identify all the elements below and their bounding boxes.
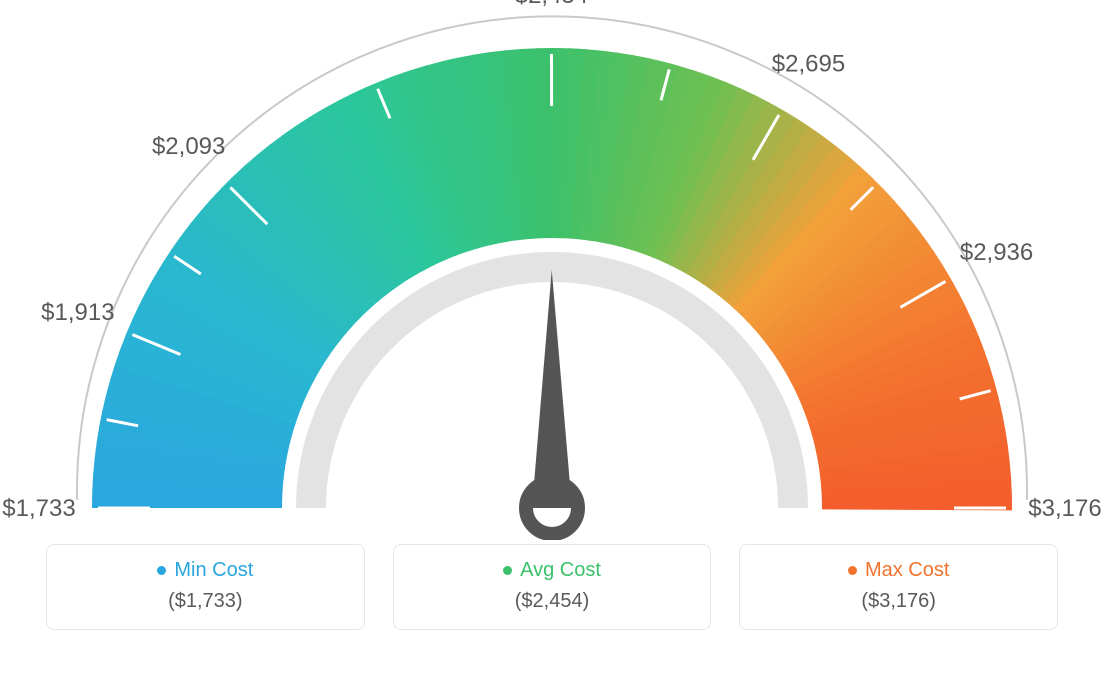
svg-text:$1,913: $1,913 bbox=[41, 299, 114, 326]
svg-text:$2,454: $2,454 bbox=[515, 0, 588, 9]
max-cost-value: ($3,176) bbox=[758, 590, 1039, 613]
svg-text:$2,695: $2,695 bbox=[772, 51, 845, 78]
max-cost-title: Max Cost bbox=[865, 559, 949, 582]
dot-icon bbox=[848, 566, 857, 575]
svg-text:$2,093: $2,093 bbox=[152, 133, 225, 160]
avg-cost-value: ($2,454) bbox=[412, 590, 693, 613]
legend-row: Min Cost ($1,733) Avg Cost ($2,454) Max … bbox=[0, 544, 1104, 630]
max-cost-card: Max Cost ($3,176) bbox=[739, 544, 1058, 630]
svg-text:$3,176: $3,176 bbox=[1028, 495, 1101, 522]
avg-cost-card: Avg Cost ($2,454) bbox=[393, 544, 712, 630]
dot-icon bbox=[157, 566, 166, 575]
min-cost-card: Min Cost ($1,733) bbox=[46, 544, 365, 630]
svg-text:$2,936: $2,936 bbox=[960, 239, 1033, 266]
svg-text:$1,733: $1,733 bbox=[2, 495, 75, 522]
min-cost-title: Min Cost bbox=[174, 559, 253, 582]
dot-icon bbox=[503, 566, 512, 575]
min-cost-value: ($1,733) bbox=[65, 590, 346, 613]
cost-gauge: $1,733 $1,913 $2,093 $2,454 $2,695 $2,936 $3,1… bbox=[0, 0, 1104, 540]
avg-cost-title: Avg Cost bbox=[520, 559, 601, 582]
